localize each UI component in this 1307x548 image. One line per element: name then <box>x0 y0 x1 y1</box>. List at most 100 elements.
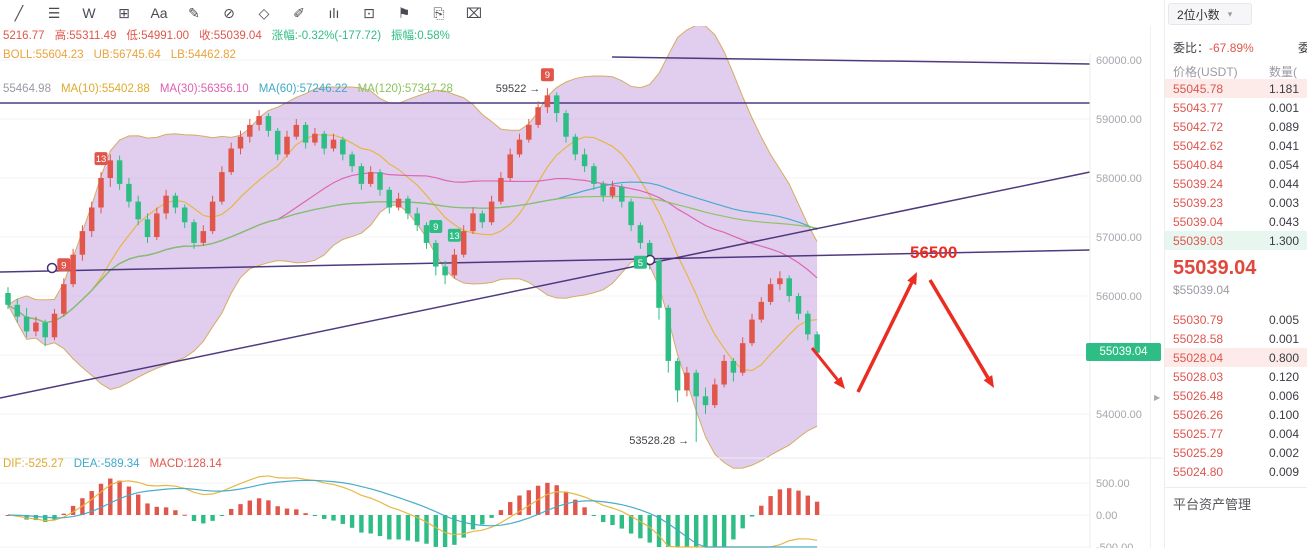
bid-row[interactable]: 55030.79 0.005 <box>1165 310 1307 329</box>
ask-row[interactable]: 55039.24 0.044 <box>1165 174 1307 193</box>
signal-badge: 5 <box>633 255 647 269</box>
bid-row[interactable]: 55025.77 0.004 <box>1165 424 1307 443</box>
order-amount: 0.001 <box>1269 331 1300 346</box>
ask-row[interactable]: 55039.04 0.043 <box>1165 212 1307 231</box>
bid-row[interactable]: 55024.80 0.009 <box>1165 462 1307 481</box>
signal-badge: 13 <box>447 228 461 242</box>
order-amount: 0.100 <box>1269 407 1300 422</box>
order-amount: 0.120 <box>1269 369 1300 384</box>
drawing-toolbar: ╱ ☰ W ⊞ Aa ✎ ⊘ ◇ ✐ ılı ⊡ ⚑ ⎘ ⌧ <box>0 0 1174 26</box>
ratio-label: 委比： <box>1173 41 1210 55</box>
lines-tool-icon[interactable]: ☰ <box>47 4 61 21</box>
info-segment: 55464.98 <box>3 83 51 95</box>
info-segment: MA(10):55402.88 <box>60 83 150 95</box>
ask-row[interactable]: 55040.84 0.054 <box>1165 155 1307 174</box>
delete-tool-icon[interactable]: ⌧ <box>465 4 483 21</box>
last-trade-price: 55039.04 <box>1173 257 1257 279</box>
last-trade-price-usd: $55039.04 <box>1173 283 1230 297</box>
order-amount: 1.300 <box>1269 233 1300 248</box>
trendline <box>611 56 1091 65</box>
shape-tool-icon[interactable]: ◇ <box>258 4 270 21</box>
bid-row[interactable]: 55028.04 0.800 <box>1165 348 1307 367</box>
trendline <box>0 171 1091 399</box>
ask-row[interactable]: 55042.62 0.041 <box>1165 136 1307 155</box>
info-segment: 收:55039.04 <box>199 30 262 42</box>
boll-info-line: BOLL:55604.23 UB:56745.64 LB:54462.82 <box>3 49 246 61</box>
bid-row[interactable]: 55026.26 0.100 <box>1165 405 1307 424</box>
order-price: 55026.48 <box>1173 388 1224 403</box>
order-price: 55039.24 <box>1173 176 1224 191</box>
price-label-tool-icon[interactable]: ⊡ <box>363 4 375 21</box>
order-price: 55028.03 <box>1173 369 1224 384</box>
pen-tool-icon[interactable]: ✐ <box>293 4 305 21</box>
info-segment: MA(60):57246.22 <box>258 83 348 95</box>
decimals-selector[interactable]: 2位小数 ▾ <box>1168 3 1252 25</box>
rect-tool-icon[interactable]: ⊞ <box>118 4 130 21</box>
ask-row[interactable]: 55039.03 1.300 <box>1165 231 1307 250</box>
bid-row[interactable]: 55028.58 0.001 <box>1165 329 1307 348</box>
bid-row[interactable]: 55025.29 0.002 <box>1165 443 1307 462</box>
order-amount: 0.043 <box>1269 214 1300 229</box>
order-price: 55026.26 <box>1173 407 1224 422</box>
order-price: 55042.62 <box>1173 138 1224 153</box>
order-price: 55025.77 <box>1173 426 1224 441</box>
flag-tool-icon[interactable]: ⚑ <box>397 4 411 21</box>
text-tool-icon[interactable]: Aa <box>150 5 168 21</box>
asks-list: 55045.78 1.181 55043.77 0.001 55042.72 0.089 5… <box>1165 79 1307 250</box>
order-amount: 0.002 <box>1269 445 1300 460</box>
trendline-tool-icon[interactable]: ╱ <box>14 4 24 21</box>
order-price: 55028.04 <box>1173 350 1224 365</box>
macd-layer <box>5 478 820 547</box>
order-amount: 0.009 <box>1269 464 1300 479</box>
drawn-arrow <box>928 279 990 379</box>
signal-badge: 13 <box>94 152 108 166</box>
svg-text:59000.00: 59000.00 <box>1096 114 1142 126</box>
info-segment: MA(30):56356.10 <box>159 83 249 95</box>
decimals-label: 2位小数 <box>1177 7 1220 22</box>
candlestick-chart[interactable]: 60000.00 59000.00 58000.00 57000.00 56000.00… <box>0 26 1163 548</box>
svg-text:9: 9 <box>61 260 66 271</box>
order-amount: 0.003 <box>1269 195 1300 210</box>
ask-row[interactable]: 55042.72 0.089 <box>1165 117 1307 136</box>
info-segment: 低:54991.00 <box>126 30 190 42</box>
bid-row[interactable]: 55028.03 0.120 <box>1165 367 1307 386</box>
macd-info-line: DIF:-525.27 DEA:-589.34 MACD:128.14 <box>3 458 232 470</box>
ask-row[interactable]: 55043.77 0.001 <box>1165 98 1307 117</box>
asset-management-link[interactable]: 平台资产管理 <box>1173 497 1252 512</box>
ask-row[interactable]: 55039.23 0.003 <box>1165 193 1307 212</box>
info-segment: DIF:-525.27 <box>3 458 64 470</box>
info-segment: DEA:-589.34 <box>73 458 140 470</box>
note-tool-icon[interactable]: ⎘ <box>433 4 445 21</box>
svg-text:-500.00: -500.00 <box>1096 542 1133 548</box>
signal-badge: 9 <box>57 258 71 272</box>
wave-tool-icon[interactable]: W <box>82 5 96 21</box>
pencil-tool-icon[interactable]: ✎ <box>188 4 200 21</box>
order-price: 55042.72 <box>1173 119 1224 134</box>
drawn-arrow <box>856 281 914 393</box>
svg-text:13: 13 <box>96 154 107 165</box>
trendline-handle <box>46 262 58 274</box>
bid-row[interactable]: 55026.48 0.006 <box>1165 386 1307 405</box>
last-trade-block: 55039.04 $55039.04 <box>1173 256 1256 297</box>
ask-row[interactable]: 55045.78 1.181 <box>1165 79 1307 98</box>
info-segment: MACD:128.14 <box>149 458 222 470</box>
fib-tool-icon[interactable]: ⊘ <box>223 4 235 21</box>
scroll-right-arrow[interactable]: ▶ <box>1154 393 1161 402</box>
order-amount: 0.044 <box>1269 176 1300 191</box>
order-price: 55025.29 <box>1173 445 1224 460</box>
order-amount: 0.004 <box>1269 426 1300 441</box>
order-price: 55024.80 <box>1173 464 1224 479</box>
order-price: 55043.77 <box>1173 100 1224 115</box>
info-segment: 涨幅:-0.32%(-177.72) <box>271 30 382 42</box>
pattern-tool-icon[interactable]: ılı <box>328 5 340 21</box>
info-segment: BOLL:55604.23 <box>3 49 84 61</box>
svg-text:57000.00: 57000.00 <box>1096 232 1142 244</box>
target-price-annotation: 56500 <box>910 243 957 262</box>
svg-text:13: 13 <box>449 231 460 242</box>
order-amount: 0.800 <box>1269 350 1300 365</box>
order-amount: 0.041 <box>1269 138 1300 153</box>
order-price: 55030.79 <box>1173 312 1224 327</box>
order-ratio: 委比：-67.89% <box>1173 39 1254 56</box>
svg-text:9: 9 <box>545 70 550 81</box>
